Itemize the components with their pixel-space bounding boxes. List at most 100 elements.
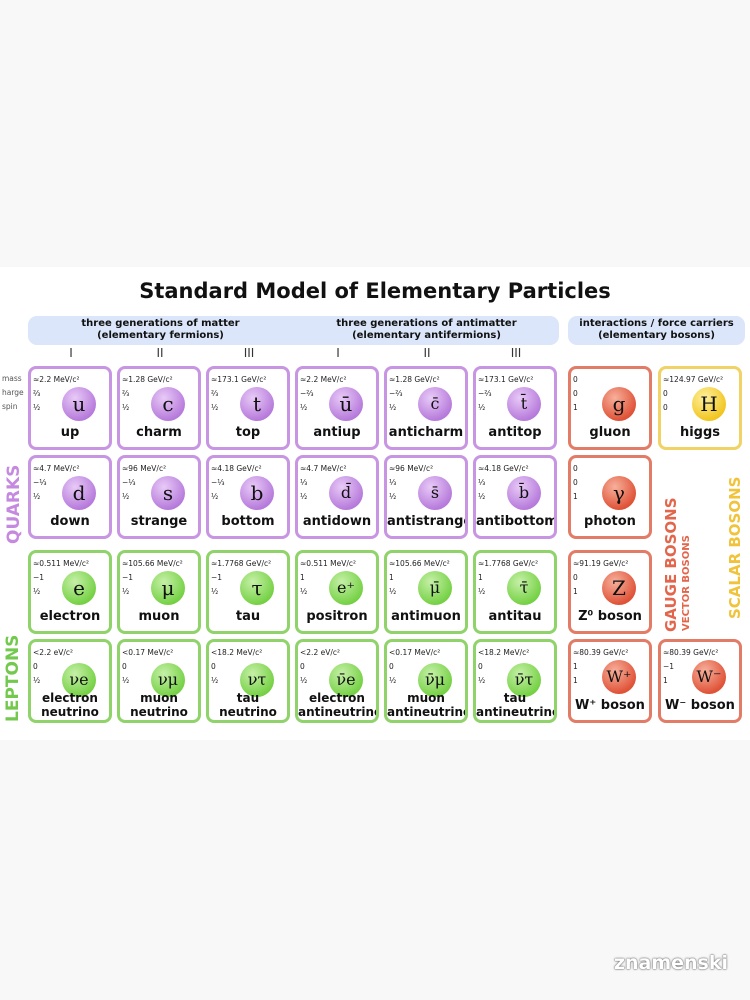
particle-spin: ½ (122, 676, 130, 685)
particle-card-w-minus-boson: ≈80.39 GeV/c² −1 1 W⁻ W⁻ boson (658, 639, 742, 723)
particle-mass: ≈96 MeV/c² (122, 464, 167, 473)
particle-card-antimuon: ≈105.66 MeV/c² 1 ½ μ̄ antimuon (384, 550, 468, 634)
particle-name: W⁻ boson (665, 698, 735, 713)
particle-spin: 1 (573, 403, 578, 412)
particle-name: bottom (221, 514, 275, 529)
particle-card-antistrange: ≈96 MeV/c² ⅓ ½ s̄ antistrange (384, 455, 468, 539)
particle-spin: ½ (33, 403, 41, 412)
particle-spin: 1 (663, 676, 668, 685)
particle-properties: ≈4.18 GeV/c² −⅓ ½ (211, 462, 262, 504)
particle-properties: ≈4.7 MeV/c² ⅓ ½ (300, 462, 346, 504)
particle-charge: 0 (478, 662, 483, 671)
particle-properties: ≈96 MeV/c² ⅓ ½ (389, 462, 433, 504)
particle-spin: 0 (663, 403, 668, 412)
particle-symbol: s̄ (418, 476, 452, 510)
force-carriers-banner: interactions / force carriers (elementar… (568, 316, 745, 345)
particle-symbol: W⁻ (692, 660, 726, 694)
particle-charge: 0 (300, 662, 305, 671)
particle-charge: −1 (33, 573, 45, 582)
particle-spin: ½ (389, 587, 397, 596)
particle-symbol: c (151, 387, 185, 421)
particle-charge: 0 (663, 389, 668, 398)
particle-mass: ≈173.1 GeV/c² (478, 375, 534, 384)
particle-properties: <18.2 MeV/c² 0 ½ (211, 646, 262, 688)
particle-charge: 0 (573, 573, 578, 582)
particle-charge: −⅔ (478, 389, 492, 398)
particle-mass: ≈1.7768 GeV/c² (211, 559, 272, 568)
particle-spin: ½ (478, 403, 486, 412)
particle-card-antitop: ≈173.1 GeV/c² −⅔ ½ t̄ antitop (473, 366, 557, 450)
particle-symbol: e (62, 571, 96, 605)
particle-symbol: g (602, 387, 636, 421)
scalar-bosons-label: SCALAR BOSONS (726, 476, 744, 619)
particle-symbol: s (151, 476, 185, 510)
particle-card-down: ≈4.7 MeV/c² −⅓ ½ d down (28, 455, 112, 539)
standard-model-chart: Standard Model of Elementary Particles t… (0, 267, 750, 740)
particle-properties: ≈2.2 MeV/c² −⅔ ½ (300, 373, 346, 415)
particle-name: antimuon (391, 609, 461, 624)
particle-charge: 0 (389, 662, 394, 671)
particle-card-electron-neutrino: <2.2 eV/c² 0 ½ νe electron neutrino (28, 639, 112, 723)
particle-symbol: ν̄τ (507, 663, 541, 697)
particle-charge: 0 (573, 478, 578, 487)
particle-name-line2: antineutrino (298, 705, 379, 719)
particle-charge: −1 (663, 662, 675, 671)
generation-label: III (510, 346, 522, 360)
particle-symbol: ν̄μ (418, 663, 452, 697)
antimatter-banner-title: three generations of antimatter (336, 318, 517, 329)
particle-card-antiup: ≈2.2 MeV/c² −⅔ ½ ū antiup (295, 366, 379, 450)
particle-spin: ½ (33, 676, 41, 685)
particle-mass: ≈0.511 MeV/c² (33, 559, 90, 568)
particle-spin: ½ (478, 492, 486, 501)
particle-symbol: c̄ (418, 387, 452, 421)
particle-card-electron-antineutrino: <2.2 eV/c² 0 ½ ν̄e electron antineutrino (295, 639, 379, 723)
particle-mass: ≈4.18 GeV/c² (211, 464, 262, 473)
particle-card-tau: ≈1.7768 GeV/c² −1 ½ τ tau (206, 550, 290, 634)
antimatter-banner: three generations of antimatter (element… (294, 318, 559, 342)
particle-spin: ½ (122, 403, 130, 412)
particle-spin: ½ (33, 587, 41, 596)
particle-mass: ≈105.66 MeV/c² (389, 559, 450, 568)
particle-mass: 0 (573, 375, 578, 384)
particle-properties: ≈1.28 GeV/c² ⅔ ½ (122, 373, 173, 415)
particle-spin: ½ (389, 403, 397, 412)
particle-card-z-boson: ≈91.19 GeV/c² 0 1 Z Z⁰ boson (568, 550, 652, 634)
particle-card-muon-neutrino: <0.17 MeV/c² 0 ½ νμ muon neutrino (117, 639, 201, 723)
particle-card-tau-antineutrino: <18.2 MeV/c² 0 ½ ν̄τ tau antineutrino (473, 639, 557, 723)
particle-properties: 0 0 1 (573, 373, 578, 415)
particle-charge: 0 (573, 389, 578, 398)
particle-symbol: H (692, 387, 726, 421)
particle-symbol: μ̄ (418, 571, 452, 605)
matter-antimatter-banner: three generations of matter (elementary … (28, 316, 559, 345)
particle-properties: ≈1.7768 GeV/c² 1 ½ (478, 557, 538, 599)
particle-charge: ⅓ (389, 478, 397, 487)
particle-name-line2: neutrino (219, 705, 277, 719)
particle-charge: −⅓ (122, 478, 136, 487)
particle-spin: ½ (211, 676, 219, 685)
particle-spin: ½ (300, 587, 308, 596)
particle-properties: ≈91.19 GeV/c² 0 1 (573, 557, 628, 599)
particle-symbol: τ̄ (507, 571, 541, 605)
particle-charge: ⅓ (300, 478, 308, 487)
particle-charge: −1 (211, 573, 223, 582)
vector-bosons-label: VECTOR BOSONS (681, 535, 692, 631)
particle-card-gluon: 0 0 1 g gluon (568, 366, 652, 450)
mass-header: mass (2, 374, 22, 383)
particle-name: electron (309, 691, 365, 705)
particle-mass: ≈1.7768 GeV/c² (478, 559, 539, 568)
particle-charge: 1 (573, 662, 578, 671)
particle-symbol: t (240, 387, 274, 421)
particle-symbol: d̄ (329, 476, 363, 510)
generation-label: II (156, 346, 164, 360)
particle-charge: 0 (33, 662, 38, 671)
particle-spin: 1 (573, 492, 578, 501)
particle-charge: ⅓ (478, 478, 486, 487)
particle-symbol: d (62, 476, 96, 510)
particle-symbol: νμ (151, 663, 185, 697)
particle-name-line2: neutrino (41, 705, 99, 719)
particle-properties: ≈1.7768 GeV/c² −1 ½ (211, 557, 271, 599)
particle-properties: <0.17 MeV/c² 0 ½ (122, 646, 173, 688)
particle-spin: 1 (573, 587, 578, 596)
particle-card-antitau: ≈1.7768 GeV/c² 1 ½ τ̄ antitau (473, 550, 557, 634)
